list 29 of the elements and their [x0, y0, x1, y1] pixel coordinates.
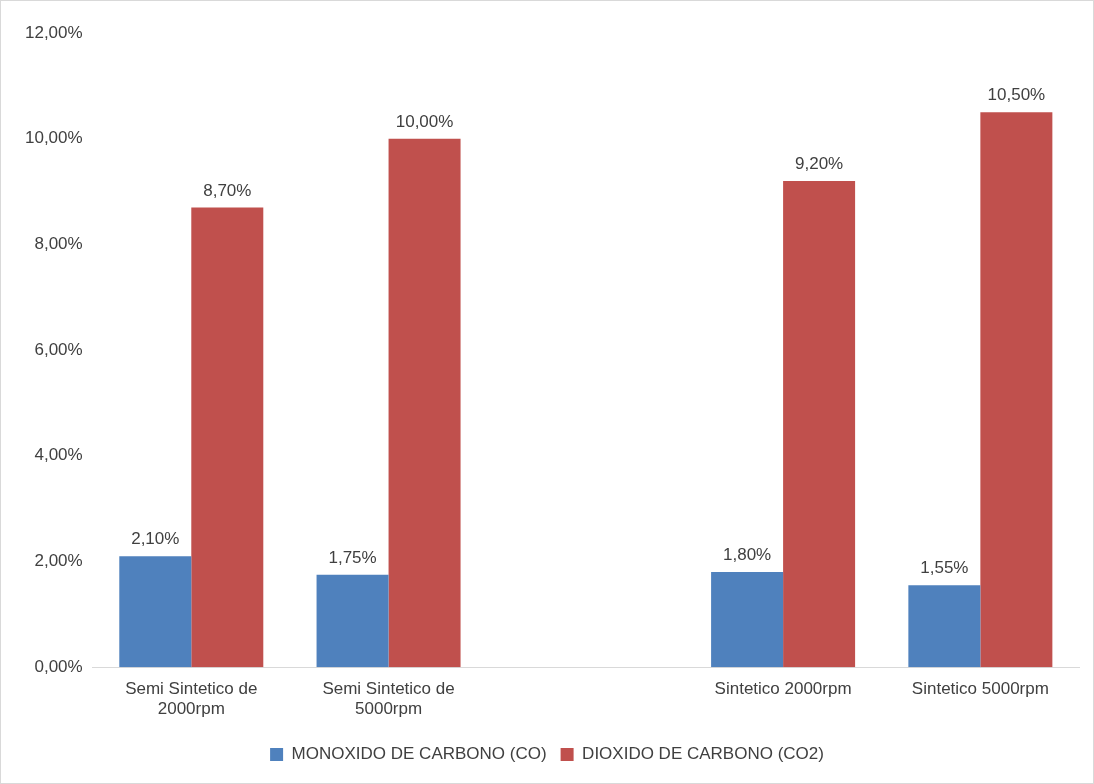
- bar: [388, 138, 461, 668]
- data-label: 1,75%: [328, 547, 377, 567]
- x-tick-label: Semi Sintetico de 5000rpm: [322, 679, 455, 719]
- x-tick-label: Sintetico 2000rpm: [714, 679, 852, 699]
- data-label: 10,00%: [395, 111, 454, 131]
- x-tick-label: Sintetico 5000rpm: [911, 679, 1049, 699]
- y-tick-label: 8,00%: [34, 234, 83, 254]
- bar: [783, 180, 856, 668]
- data-label: 8,70%: [203, 180, 252, 200]
- legend-label: MONOXIDO DE CARBONO (CO): [291, 744, 547, 764]
- y-tick-label: 4,00%: [34, 445, 83, 465]
- bar: [908, 585, 981, 668]
- y-tick-label: 2,00%: [34, 551, 83, 571]
- data-label: 1,80%: [722, 545, 772, 565]
- y-tick-label: 0,00%: [34, 656, 83, 676]
- bar: [119, 556, 192, 668]
- data-label: 10,50%: [987, 85, 1046, 105]
- legend-label: DIOXIDO DE CARBONO (CO2): [582, 744, 824, 764]
- y-tick-label: 6,00%: [34, 339, 83, 359]
- x-tick-label: Semi Sintetico de 2000rpm: [125, 679, 258, 719]
- data-label: 2,10%: [131, 529, 180, 549]
- data-label: 1,55%: [920, 558, 969, 578]
- y-tick-label: 12,00%: [24, 22, 83, 42]
- bar: [980, 112, 1053, 668]
- y-tick-label: 10,00%: [24, 128, 83, 148]
- bar: [711, 572, 784, 668]
- bar: [316, 574, 389, 668]
- data-label: 9,20%: [795, 154, 844, 174]
- bar: [191, 207, 264, 668]
